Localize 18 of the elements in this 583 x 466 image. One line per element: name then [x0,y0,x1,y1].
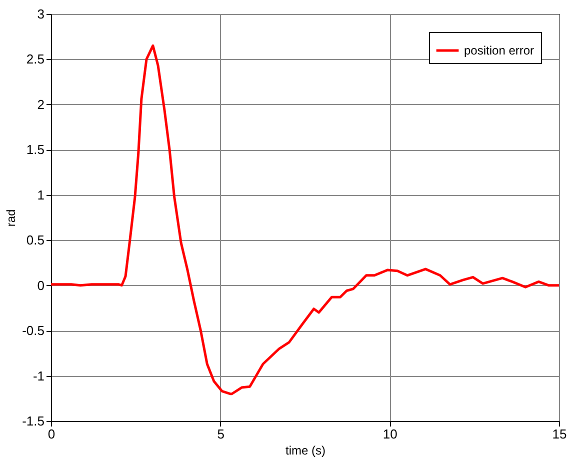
x-axis-title: time (s) [286,444,326,458]
y-tick-label: 1.5 [26,142,44,158]
line-series [50,44,560,396]
y-tick-label: 0.5 [26,232,44,248]
y-tick-label: -1.5 [22,414,44,428]
x-tick-label: 10 [382,426,398,442]
x-tick-label: 5 [217,426,224,442]
y-tick-label: 1 [37,187,44,202]
y-tick-label: -1 [32,368,44,384]
y-tick-label: 2 [37,96,44,112]
x-tick-label: 0 [48,426,56,442]
y-tick-label: -0.5 [22,323,44,338]
y-tick-label: 0 [37,278,44,293]
y-tick-label: 2.5 [26,52,44,67]
legend-label: position error [464,44,534,58]
y-axis-title: rad [4,209,18,227]
x-tick-label: 15 [552,426,567,442]
y-tick-label: 3 [37,6,44,22]
